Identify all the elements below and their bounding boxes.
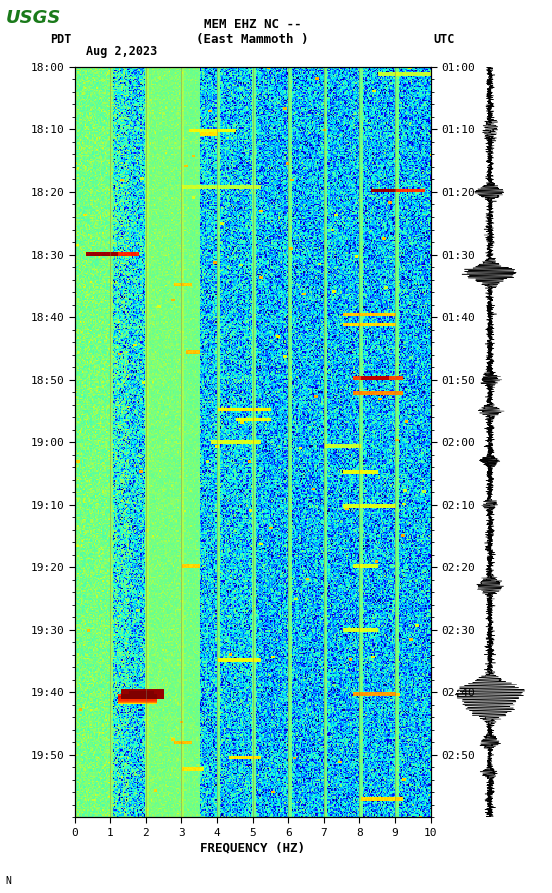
X-axis label: FREQUENCY (HZ): FREQUENCY (HZ) <box>200 842 305 855</box>
Text: (East Mammoth ): (East Mammoth ) <box>197 33 309 46</box>
Text: Aug 2,2023: Aug 2,2023 <box>86 45 157 58</box>
Text: PDT: PDT <box>50 33 72 46</box>
Text: MEM EHZ NC --: MEM EHZ NC -- <box>204 18 301 31</box>
Text: UTC: UTC <box>433 33 455 46</box>
Text: USGS: USGS <box>6 9 61 27</box>
Text: N: N <box>6 876 12 886</box>
